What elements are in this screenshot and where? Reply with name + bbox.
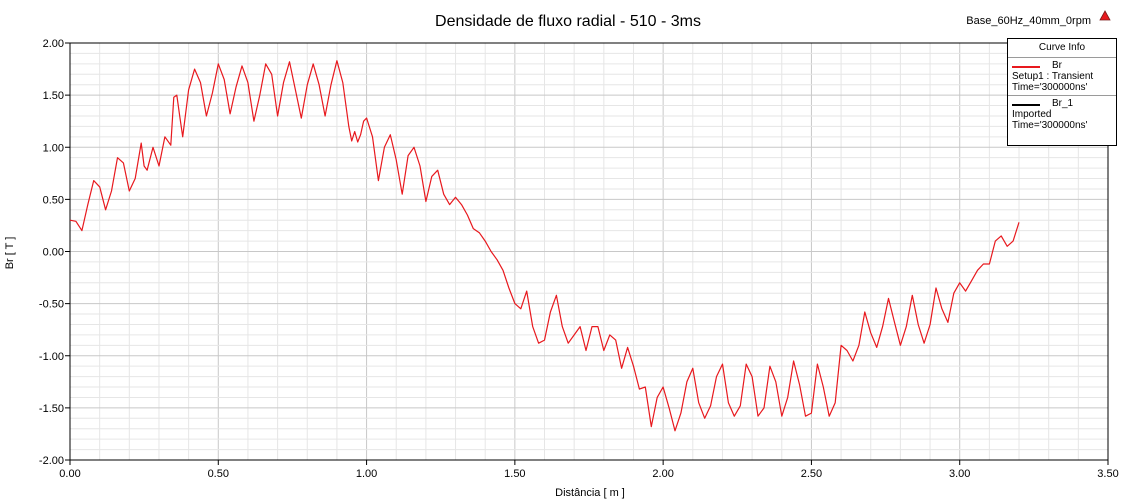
y-tick-label: 1.00	[43, 142, 64, 154]
series-line-br	[69, 60, 1020, 432]
legend-series-time: Time='300000ns'	[1012, 82, 1088, 93]
x-tick-label: 0.00	[59, 468, 80, 480]
legend-swatch-br	[1012, 66, 1040, 68]
series	[69, 60, 1020, 432]
legend-series-name: Br_1	[1052, 98, 1074, 109]
legend-series-time: Time='300000ns'	[1012, 120, 1088, 131]
x-tick-label: 1.50	[504, 468, 525, 480]
project-label: Base_60Hz_40mm_0rpm	[966, 15, 1091, 27]
y-tick-label: 1.50	[43, 90, 64, 102]
y-axis-label: Br [ T ]	[4, 237, 16, 270]
legend-title: Curve Info	[1008, 39, 1116, 58]
y-tick-label: 0.50	[43, 194, 64, 206]
x-tick-label: 1.00	[356, 468, 377, 480]
legend-series-source: Imported	[1012, 109, 1052, 120]
axes	[65, 42, 1109, 465]
y-tick-label: 0.00	[43, 247, 64, 259]
x-tick-label: 0.50	[208, 468, 229, 480]
y-tick-label: -2.00	[39, 455, 64, 467]
y-tick-label: 2.00	[43, 38, 64, 50]
tick-labels: 0.00 0.50 1.00 1.50 2.00 2.50 3.00 3.50 2.00 1.50…	[39, 38, 1119, 480]
x-tick-label: 2.50	[801, 468, 822, 480]
x-tick-label: 3.50	[1097, 468, 1118, 480]
legend-curve-info: Curve Info Br Setup1 : Transient Time='3…	[1007, 38, 1117, 146]
y-tick-label: -1.00	[39, 351, 64, 363]
legend-series-name: Br	[1052, 60, 1062, 71]
chart-title: Densidade de fluxo radial - 510 - 3ms	[435, 13, 701, 30]
legend-swatch-br-1	[1012, 104, 1040, 106]
y-tick-label: -0.50	[39, 299, 64, 311]
x-tick-label: 2.00	[652, 468, 673, 480]
legend-entry-br-1[interactable]: Br_1 Imported Time='300000ns'	[1008, 95, 1116, 133]
x-tick-label: 3.00	[949, 468, 970, 480]
grid	[69, 42, 1109, 461]
legend-series-setup: Setup1 : Transient	[1012, 71, 1094, 82]
legend-entry-br[interactable]: Br Setup1 : Transient Time='300000ns'	[1008, 58, 1116, 95]
x-axis-label: Distância [ m ]	[555, 487, 625, 499]
y-tick-label: -1.50	[39, 403, 64, 415]
scroll-up-icon[interactable]	[1099, 10, 1111, 22]
